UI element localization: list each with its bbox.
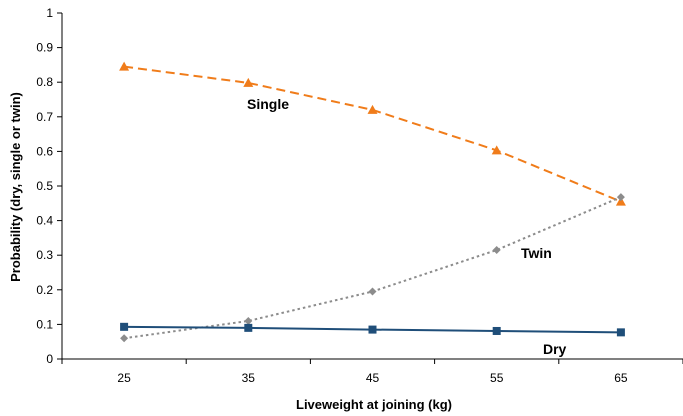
x-tick-label: 55 — [490, 371, 504, 385]
x-ticks: 25 35 45 55 65 — [61, 359, 683, 385]
y-tick-label: 0.7 — [36, 110, 53, 124]
data-point-single — [243, 77, 254, 87]
data-point-twin — [492, 246, 501, 255]
series-label-dry: Dry — [543, 341, 567, 357]
axes — [61, 13, 683, 360]
y-tick-label: 0.1 — [36, 317, 53, 331]
data-point-twin — [244, 316, 253, 325]
series-twin — [120, 193, 625, 343]
data-point-dry — [492, 326, 501, 335]
series-dry — [120, 322, 625, 337]
x-tick-label: 35 — [242, 371, 256, 385]
y-tick-label: 0.5 — [36, 179, 53, 193]
y-tick-label: 0 — [46, 352, 53, 366]
data-point-dry — [368, 325, 377, 334]
y-tick-label: 0.6 — [36, 144, 53, 158]
series-labels: Single Twin Dry — [247, 96, 567, 357]
x-tick-label: 45 — [366, 371, 380, 385]
data-point-twin — [120, 334, 129, 343]
series-layer — [119, 61, 626, 343]
data-point-single — [491, 145, 502, 155]
y-tick-label: 0.4 — [36, 214, 53, 228]
y-tick-label: 0.3 — [36, 248, 53, 262]
y-tick-label: 0.9 — [36, 41, 53, 55]
data-point-dry — [616, 328, 625, 337]
data-point-single — [119, 61, 130, 71]
data-point-twin — [616, 193, 625, 202]
y-ticks: 0 0.1 0.2 0.3 0.4 0.5 0.6 0.7 0.8 0.9 1 — [36, 6, 62, 366]
data-point-twin — [368, 287, 377, 296]
y-tick-label: 0.2 — [36, 283, 53, 297]
data-point-dry — [244, 323, 253, 332]
data-point-single — [367, 104, 378, 114]
data-point-dry — [120, 322, 129, 331]
y-tick-label: 1 — [46, 6, 53, 20]
x-tick-label: 65 — [614, 371, 628, 385]
y-tick-label: 0.8 — [36, 75, 53, 89]
series-line-twin — [123, 196, 622, 340]
series-label-single: Single — [247, 96, 289, 112]
x-tick-label: 25 — [117, 371, 131, 385]
series-single — [119, 61, 626, 206]
series-label-twin: Twin — [521, 245, 552, 261]
y-axis-title: Probability (dry, single or twin) — [8, 92, 23, 282]
x-axis-title: Liveweight at joining (kg) — [296, 397, 452, 412]
series-line-single — [123, 65, 622, 203]
